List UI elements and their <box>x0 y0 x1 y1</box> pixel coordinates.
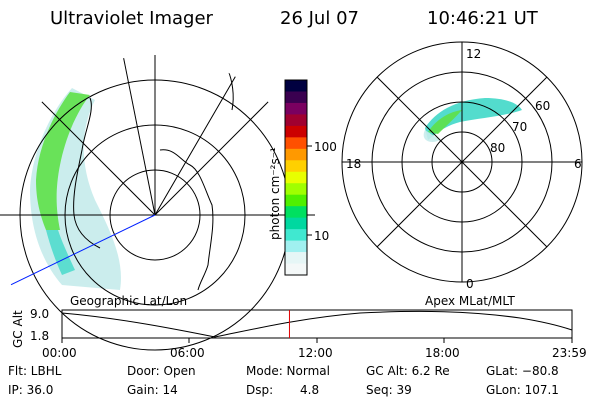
mlt-label-0: 0 <box>466 277 474 291</box>
mlat-label-80: 80 <box>490 141 505 155</box>
aurora-cyan-band <box>46 230 75 275</box>
date-label: 26 Jul 07 <box>280 8 359 29</box>
altitude-plot: 9.0 1.8 GC Alt 00:00 06:00 12:00 18:00 2… <box>11 307 587 360</box>
time-tick-0000: 00:00 <box>42 346 77 360</box>
glat-info: GLat: −80.8 <box>486 364 559 378</box>
colorbar-tick-10: 10 <box>314 229 329 243</box>
magnetic-caption: Apex MLat/MLT <box>425 294 515 308</box>
time-tick-1800: 18:00 <box>425 346 460 360</box>
satellite-track <box>0 214 156 291</box>
aurora-region-magnetic <box>425 98 522 140</box>
seq-info: Seq: 39 <box>366 383 412 397</box>
mlt-label-6: 6 <box>574 157 582 171</box>
colorbar-segment <box>285 114 307 127</box>
colorbar-segment <box>285 206 307 219</box>
geographic-caption: Geographic Lat/Lon <box>70 294 187 308</box>
time-tick-2359: 23:59 <box>552 346 587 360</box>
time-label: 10:46:21 UT <box>427 8 538 29</box>
instrument-title: Ultraviolet Imager <box>50 8 213 29</box>
colorbar-segment <box>285 183 307 196</box>
mlt-label-18: 18 <box>346 157 361 171</box>
gc-alt-info: GC Alt: 6.2 Re <box>366 364 450 378</box>
mlt-label-12: 12 <box>466 47 481 61</box>
glon-info: GLon: 107.1 <box>486 383 559 397</box>
coastline <box>73 97 214 291</box>
colorbar-segment <box>285 160 307 173</box>
altitude-axis-label: GC Alt <box>11 310 25 348</box>
colorbar-segment <box>285 137 307 150</box>
mlat-label-70: 70 <box>512 120 527 134</box>
colorbar-segment <box>285 91 307 104</box>
altitude-curve <box>61 310 573 338</box>
aurora-bright-magnetic <box>428 110 462 134</box>
gain-info: Gain: 14 <box>127 383 178 397</box>
colorbar-segment <box>285 194 307 207</box>
colorbar-segment <box>285 102 307 115</box>
dsp-label: Dsp: <box>246 383 274 397</box>
colorbar-segment <box>285 217 307 230</box>
altitude-ytick-bottom: 1.8 <box>30 329 49 343</box>
colorbar-segment <box>285 125 307 138</box>
colorbar-segment <box>285 80 307 92</box>
ip-info: IP: 36.0 <box>8 383 54 397</box>
colorbar: 100 10 photon cm⁻²s⁻¹ <box>268 79 337 276</box>
geographic-map <box>0 55 315 351</box>
door-info: Door: Open <box>127 364 196 378</box>
colorbar-segment <box>285 263 307 276</box>
magnetic-map: 12 0 18 6 60 70 80 <box>341 41 583 291</box>
colorbar-tick-100: 100 <box>314 140 337 154</box>
mlat-label-60: 60 <box>535 99 550 113</box>
aurora-bright-band <box>36 92 90 230</box>
filter-info: Flt: LBHL <box>8 364 62 378</box>
colorbar-segment <box>285 148 307 161</box>
mode-info: Mode: Normal <box>246 364 330 378</box>
colorbar-segment <box>285 171 307 184</box>
colorbar-segment <box>285 229 307 242</box>
colorbar-segment <box>285 240 307 253</box>
altitude-ytick-top: 9.0 <box>30 307 49 321</box>
time-tick-1200: 12:00 <box>298 346 333 360</box>
colorbar-unit-label: photon cm⁻²s⁻¹ <box>268 147 282 240</box>
colorbar-segment <box>285 252 307 265</box>
dsp-value: 4.8 <box>300 383 320 397</box>
time-tick-0600: 06:00 <box>170 346 205 360</box>
